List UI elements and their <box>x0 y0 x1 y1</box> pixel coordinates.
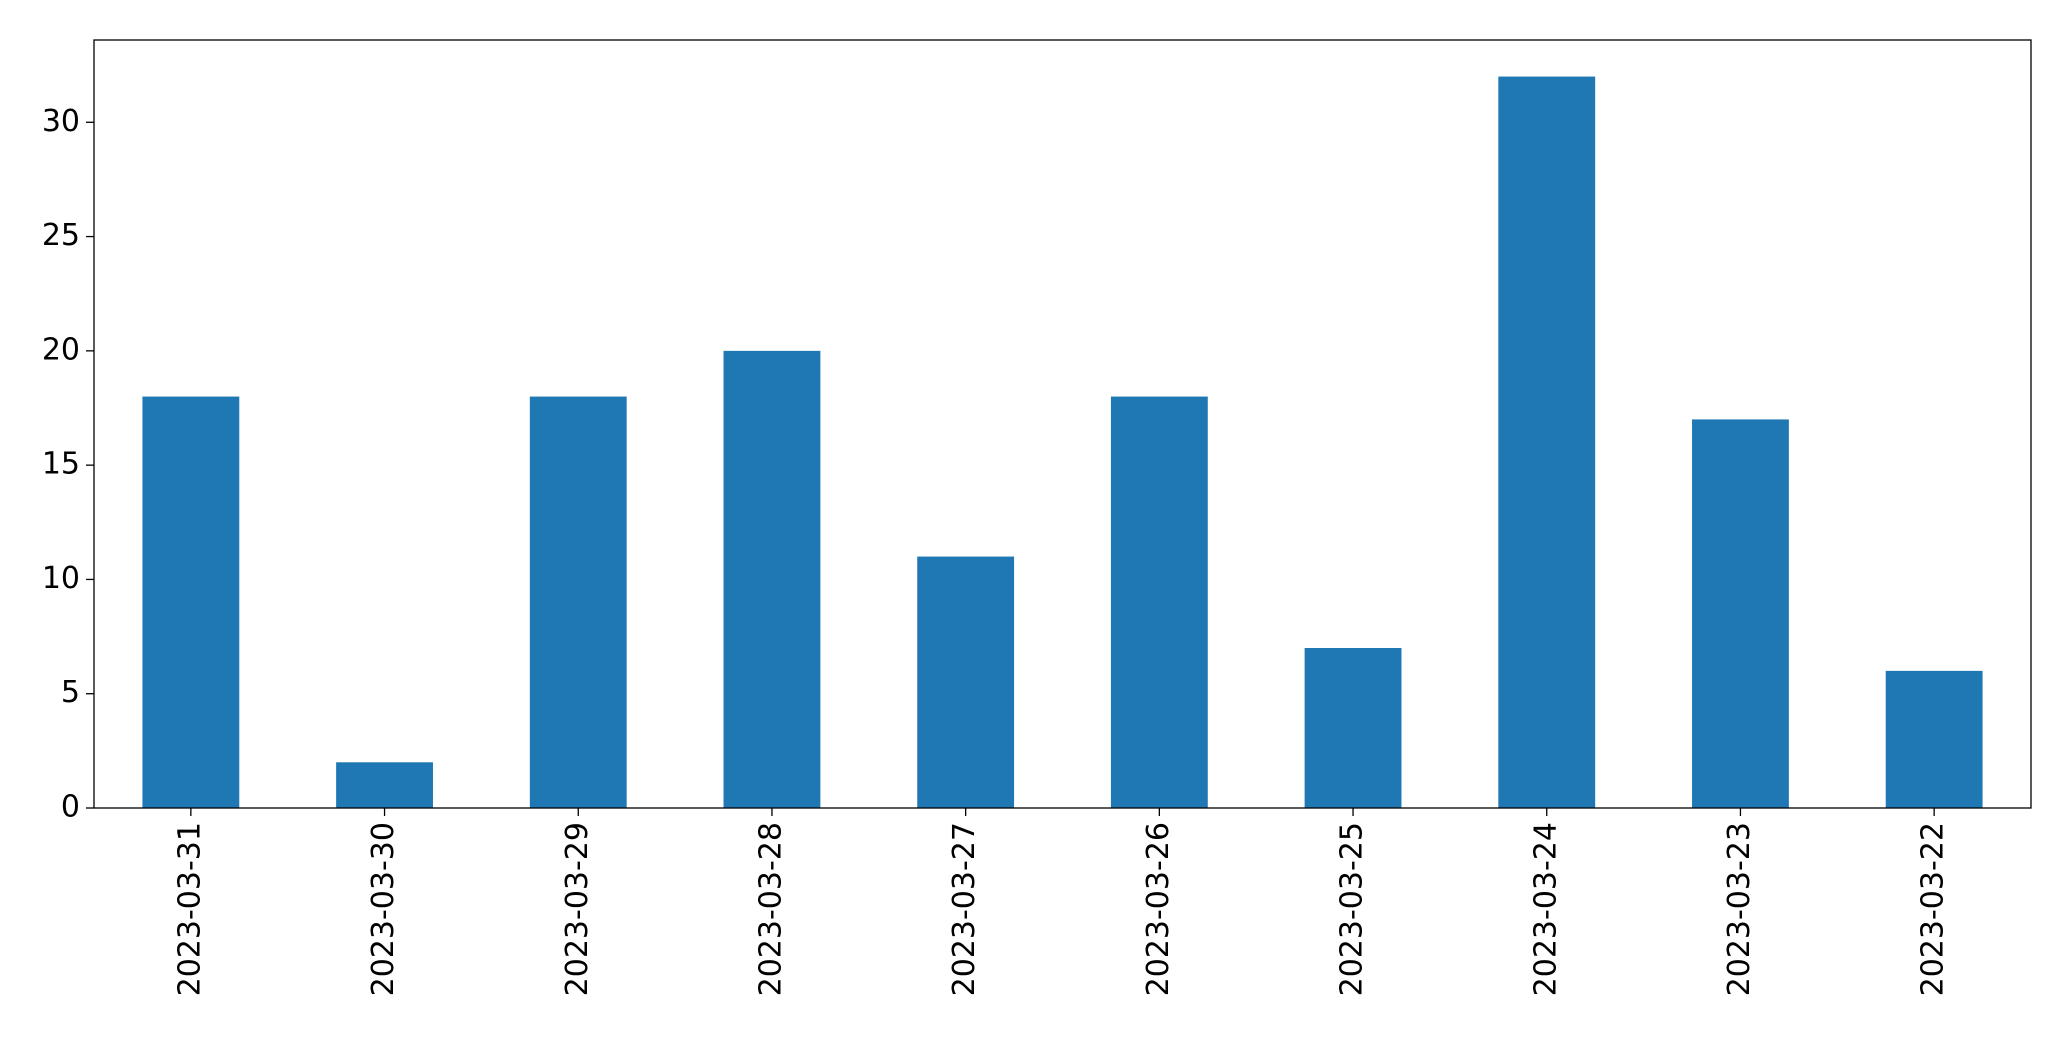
bar <box>1498 76 1596 809</box>
x-tick-label: 2023-03-25 <box>1335 822 1370 996</box>
bar <box>1885 670 1983 808</box>
bar <box>142 396 240 808</box>
x-tick-label: 2023-03-27 <box>947 822 982 996</box>
bar <box>723 350 821 808</box>
x-tick-label: 2023-03-24 <box>1528 822 1563 996</box>
bar <box>529 396 627 808</box>
x-tick-label: 2023-03-29 <box>560 822 595 996</box>
y-tick-label: 5 <box>61 675 80 710</box>
bar <box>1692 419 1789 808</box>
x-tick-label: 2023-03-31 <box>172 822 207 996</box>
y-tick-label: 25 <box>42 218 80 253</box>
x-tick-label: 2023-03-26 <box>1141 822 1176 996</box>
x-tick-label: 2023-03-30 <box>366 822 401 996</box>
x-tick-label: 2023-03-22 <box>1916 822 1951 996</box>
y-tick-label: 0 <box>61 790 80 825</box>
y-tick-label: 30 <box>42 104 80 139</box>
x-tick-label: 2023-03-28 <box>753 822 788 996</box>
y-tick-label: 10 <box>42 561 80 596</box>
y-tick-label: 15 <box>42 447 80 482</box>
bar <box>1304 648 1402 808</box>
bar <box>1110 396 1208 808</box>
plot-frame <box>93 39 2032 809</box>
x-tick-label: 2023-03-23 <box>1722 822 1757 996</box>
y-tick-label: 20 <box>42 332 80 367</box>
bar <box>917 556 1015 808</box>
bar <box>336 762 433 808</box>
